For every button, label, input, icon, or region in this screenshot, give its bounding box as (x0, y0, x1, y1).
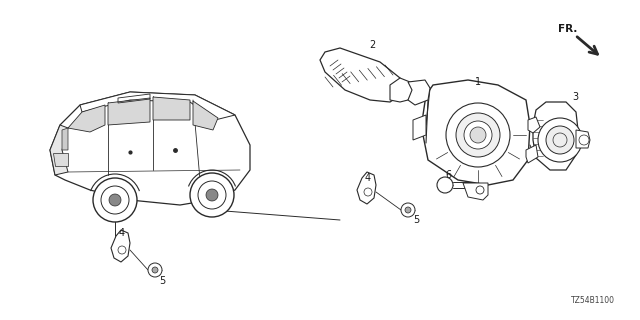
Text: 2: 2 (369, 40, 375, 50)
Polygon shape (390, 78, 415, 102)
Polygon shape (320, 48, 405, 102)
Polygon shape (53, 153, 68, 166)
Circle shape (464, 121, 492, 149)
Circle shape (93, 178, 137, 222)
Text: 4: 4 (365, 173, 371, 183)
Polygon shape (576, 130, 590, 148)
Polygon shape (533, 102, 578, 170)
Polygon shape (50, 92, 250, 205)
Circle shape (206, 189, 218, 201)
Polygon shape (423, 80, 530, 185)
Circle shape (437, 177, 453, 193)
Text: 1: 1 (475, 77, 481, 87)
Circle shape (446, 103, 510, 167)
Polygon shape (413, 115, 426, 140)
Polygon shape (108, 98, 150, 125)
Polygon shape (408, 80, 430, 105)
Polygon shape (357, 172, 376, 204)
Text: 5: 5 (159, 276, 165, 286)
Polygon shape (111, 230, 130, 262)
Circle shape (546, 126, 574, 154)
Polygon shape (68, 105, 105, 132)
Text: TZ54B1100: TZ54B1100 (571, 296, 615, 305)
Circle shape (470, 127, 486, 143)
Circle shape (538, 118, 582, 162)
Circle shape (456, 113, 500, 157)
Circle shape (405, 207, 411, 213)
Polygon shape (62, 128, 68, 150)
Circle shape (152, 267, 158, 273)
Circle shape (190, 173, 234, 217)
Polygon shape (80, 92, 235, 120)
Polygon shape (193, 101, 218, 130)
Text: 4: 4 (119, 228, 125, 238)
Text: 5: 5 (413, 215, 419, 225)
Circle shape (401, 203, 415, 217)
Polygon shape (153, 97, 190, 120)
Polygon shape (526, 145, 538, 163)
Polygon shape (463, 183, 488, 200)
Polygon shape (50, 125, 68, 175)
Circle shape (109, 194, 121, 206)
Polygon shape (528, 117, 540, 133)
Text: 6: 6 (445, 170, 451, 180)
Text: FR.: FR. (558, 24, 577, 34)
Circle shape (148, 263, 162, 277)
Text: 3: 3 (572, 92, 578, 102)
